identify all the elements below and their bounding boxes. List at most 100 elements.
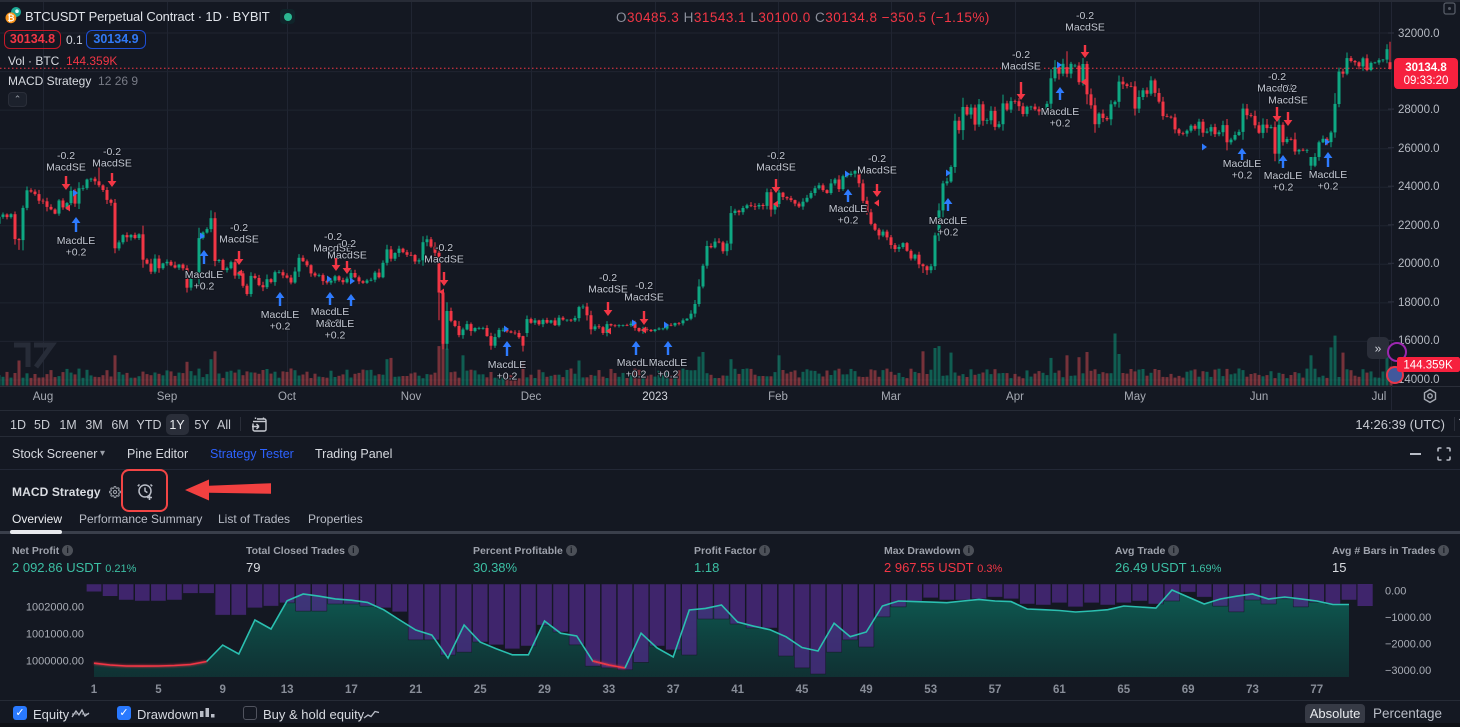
svg-text:16000.0: 16000.0	[1398, 335, 1440, 347]
svg-text:+0.2: +0.2	[1232, 169, 1253, 181]
svg-text:MacdSE: MacdSE	[1268, 94, 1308, 106]
svg-text:MacdLE: MacdLE	[261, 309, 300, 321]
svg-text:1000000.00: 1000000.00	[26, 656, 84, 668]
svg-text:MacdLE: MacdLE	[829, 203, 868, 215]
svg-text:Aug: Aug	[33, 391, 53, 403]
svg-text:+0.2: +0.2	[626, 368, 647, 380]
svg-text:-0.2: -0.2	[767, 150, 785, 162]
svg-text:13: 13	[281, 684, 294, 696]
svg-text:20000.0: 20000.0	[1398, 258, 1440, 270]
svg-text:30134.8: 30134.8	[1405, 62, 1447, 74]
svg-text:May: May	[1124, 391, 1146, 403]
svg-text:-0.2: -0.2	[1279, 83, 1297, 95]
svg-text:+0.2: +0.2	[270, 320, 291, 332]
svg-text:Nov: Nov	[401, 391, 422, 403]
svg-text:MacdLE: MacdLE	[929, 215, 968, 227]
svg-text:+0.2: +0.2	[1050, 117, 1071, 129]
svg-text:MacdSE: MacdSE	[46, 161, 86, 173]
svg-text:-0.2: -0.2	[635, 280, 653, 292]
svg-text:MacdSE: MacdSE	[424, 253, 464, 265]
svg-text:-0.2: -0.2	[324, 231, 342, 243]
svg-text:MacdSE: MacdSE	[92, 157, 132, 169]
svg-text:MacdSE: MacdSE	[624, 291, 664, 303]
svg-text:18000.0: 18000.0	[1398, 297, 1440, 309]
svg-text:-0.2: -0.2	[57, 150, 75, 162]
svg-text:MacdLE: MacdLE	[316, 318, 355, 330]
svg-text:MacdLE: MacdLE	[1309, 169, 1348, 181]
svg-text:21: 21	[409, 684, 422, 696]
svg-text:32000.0: 32000.0	[1398, 28, 1440, 40]
svg-text:+0.2: +0.2	[1273, 181, 1294, 193]
svg-text:-0.2: -0.2	[103, 146, 121, 158]
svg-text:Mar: Mar	[881, 391, 901, 403]
svg-text:MacdLE: MacdLE	[311, 306, 350, 318]
svg-text:MacdSE: MacdSE	[857, 164, 897, 176]
svg-text:MacdSE: MacdSE	[313, 242, 353, 254]
svg-text:49: 49	[860, 684, 873, 696]
svg-text:+0.2: +0.2	[194, 280, 215, 292]
svg-text:-0.2: -0.2	[1012, 49, 1030, 61]
svg-text:MacdSE: MacdSE	[756, 161, 796, 173]
svg-text:2023: 2023	[642, 391, 668, 403]
svg-text:-0.2: -0.2	[435, 242, 453, 254]
svg-text:29: 29	[538, 684, 551, 696]
svg-text:MacdSE: MacdSE	[588, 283, 628, 295]
svg-text:₿: ₿	[7, 13, 14, 23]
svg-text:MacdSE: MacdSE	[219, 233, 259, 245]
svg-text:77: 77	[1310, 684, 1323, 696]
svg-text:-0.2: -0.2	[1076, 10, 1094, 22]
svg-text:Feb: Feb	[768, 391, 788, 403]
svg-text:+0.2: +0.2	[658, 368, 679, 380]
svg-text:57: 57	[989, 684, 1002, 696]
svg-text:25: 25	[474, 684, 487, 696]
svg-text:-0.2: -0.2	[338, 238, 356, 250]
svg-text:5: 5	[155, 684, 162, 696]
svg-text:1: 1	[91, 684, 98, 696]
svg-text:MacdLE: MacdLE	[1041, 106, 1080, 118]
svg-text:MacdSE: MacdSE	[1065, 21, 1105, 33]
svg-text:14000.0: 14000.0	[1398, 374, 1440, 386]
svg-text:Jun: Jun	[1250, 391, 1269, 403]
svg-text:73: 73	[1246, 684, 1259, 696]
svg-text:9: 9	[219, 684, 225, 696]
svg-text:144.359K: 144.359K	[1403, 360, 1453, 372]
svg-text:1001000.00: 1001000.00	[26, 629, 84, 641]
svg-text:MacdLE: MacdLE	[57, 235, 96, 247]
svg-text:+0.2: +0.2	[325, 329, 346, 341]
svg-text:MacdLE: MacdLE	[1264, 170, 1303, 182]
svg-text:33: 33	[603, 684, 616, 696]
svg-text:-0.2: -0.2	[1268, 71, 1286, 83]
svg-text:69: 69	[1182, 684, 1195, 696]
svg-text:+0.2: +0.2	[838, 214, 859, 226]
svg-text:−2000.00: −2000.00	[1385, 638, 1431, 650]
svg-text:MacdLE: MacdLE	[617, 357, 656, 369]
svg-text:+0.2: +0.2	[497, 370, 518, 382]
svg-text:-0.2: -0.2	[868, 153, 886, 165]
svg-text:Jul: Jul	[1372, 391, 1387, 403]
svg-text:37: 37	[667, 684, 680, 696]
svg-text:MacdLE: MacdLE	[649, 357, 688, 369]
svg-text:61: 61	[1053, 684, 1066, 696]
svg-text:45: 45	[796, 684, 809, 696]
svg-text:53: 53	[924, 684, 937, 696]
svg-text:−1000.00: −1000.00	[1385, 612, 1431, 624]
svg-text:17: 17	[345, 684, 358, 696]
svg-text:+0.2: +0.2	[938, 226, 959, 238]
svg-text:Sep: Sep	[157, 391, 177, 403]
svg-text:28000.0: 28000.0	[1398, 104, 1440, 116]
svg-text:1002000.00: 1002000.00	[26, 602, 84, 614]
svg-text:MacdLE: MacdLE	[1223, 158, 1262, 170]
svg-text:26000.0: 26000.0	[1398, 143, 1440, 155]
svg-text:MacdSE: MacdSE	[1001, 60, 1041, 72]
svg-text:»: »	[1375, 342, 1382, 356]
svg-text:+0.2: +0.2	[320, 317, 341, 329]
svg-text:24000.0: 24000.0	[1398, 181, 1440, 193]
svg-text:MacdSE: MacdSE	[327, 249, 367, 261]
svg-text:−3000.00: −3000.00	[1385, 665, 1431, 677]
svg-text:MacdLE: MacdLE	[185, 269, 224, 281]
svg-text:MacdSE: MacdSE	[1257, 82, 1297, 94]
svg-text:+0.2: +0.2	[1318, 180, 1339, 192]
svg-text:Apr: Apr	[1006, 391, 1024, 403]
svg-text:-0.2: -0.2	[599, 272, 617, 284]
svg-text:41: 41	[731, 684, 744, 696]
